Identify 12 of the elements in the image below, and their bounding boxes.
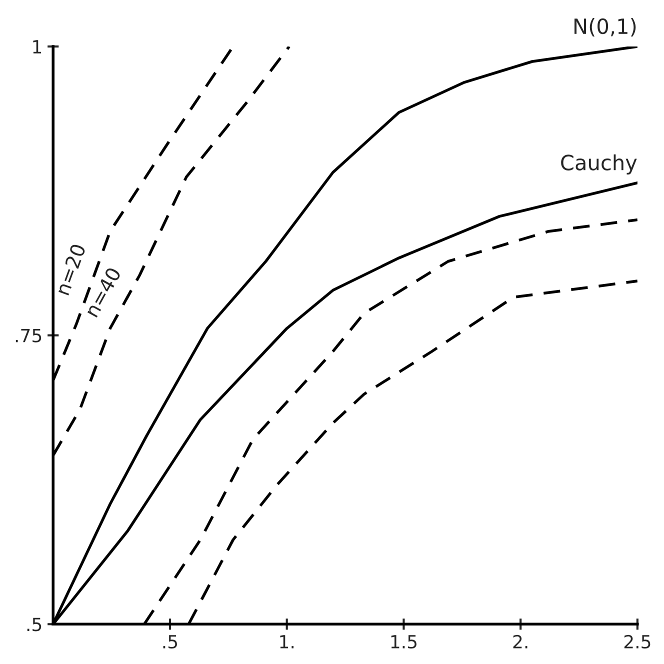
x-tick-label: 1.: [280, 635, 294, 648]
text: n=40: [84, 266, 122, 318]
x-tick-label: 1.5: [391, 635, 416, 649]
y-tick-label: 1: [33, 40, 42, 54]
text: n=20: [54, 243, 86, 296]
x-tick-label: 2.5: [624, 634, 650, 649]
y-tick-label: .5: [27, 618, 42, 632]
y-tick-label: .75: [16, 329, 42, 342]
x-tick-label: 2.: [513, 634, 528, 648]
series-label: Cauchy: [561, 154, 637, 174]
x-tick-label: .5: [163, 635, 178, 649]
series-label: N(0,1): [574, 18, 636, 37]
